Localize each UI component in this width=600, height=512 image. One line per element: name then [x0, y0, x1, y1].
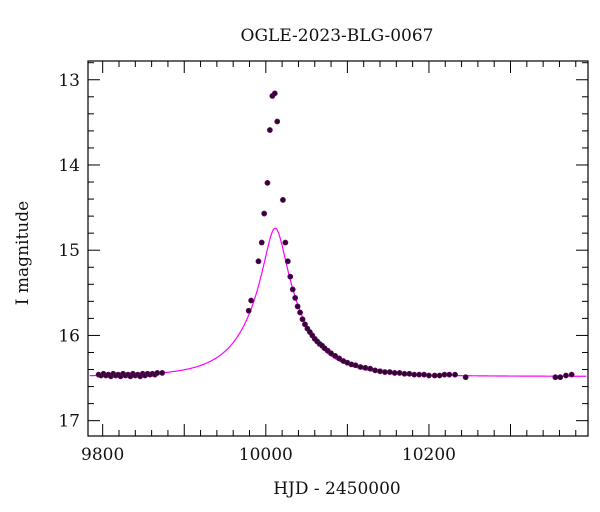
data-point	[462, 374, 469, 381]
y-tick-label: 16	[58, 326, 80, 346]
plot-area: 9800 10000 10200 13 14 15 16 17	[58, 60, 589, 465]
data-point	[299, 316, 306, 323]
x-tick-label: 9800	[81, 445, 124, 465]
data-point	[357, 364, 364, 370]
data-point	[264, 179, 271, 186]
data-point	[411, 371, 418, 378]
chart-title: OGLE-2023-BLG-0067	[241, 26, 434, 46]
data-point	[431, 372, 438, 379]
data-point	[245, 307, 252, 314]
data-point	[159, 370, 166, 376]
y-axis-label: I magnitude	[13, 201, 33, 305]
data-point	[352, 362, 359, 369]
x-tick-label: 10200	[402, 445, 456, 465]
data-point	[362, 364, 369, 371]
data-point	[446, 371, 453, 378]
data-point	[568, 371, 575, 378]
data-point	[297, 309, 303, 316]
data-point	[328, 350, 334, 357]
data-point	[416, 371, 423, 378]
data-point	[421, 371, 427, 378]
y-tick-label: 15	[58, 241, 80, 261]
data-point	[271, 90, 278, 97]
data-point	[287, 273, 294, 280]
data-point	[292, 295, 299, 301]
data-point	[391, 370, 398, 376]
data-point	[255, 258, 262, 265]
data-point	[372, 367, 379, 374]
data-point	[552, 374, 559, 381]
data-point	[396, 370, 403, 376]
model-curve	[89, 227, 587, 377]
data-point	[282, 239, 289, 246]
data-point	[261, 210, 268, 217]
y-tick-label: 17	[58, 412, 80, 432]
data-point	[284, 258, 291, 265]
data-point	[406, 370, 413, 377]
data-point	[441, 371, 448, 378]
data-point	[386, 369, 393, 375]
data-point	[294, 303, 301, 310]
x-tick-label: 10000	[239, 445, 293, 465]
data-point	[302, 321, 308, 328]
data-point	[266, 127, 273, 133]
data-point	[367, 365, 374, 372]
data-point	[377, 368, 383, 375]
data-point	[258, 239, 265, 246]
data-point	[332, 352, 339, 359]
data-point	[401, 370, 408, 377]
data-point	[563, 372, 569, 379]
data-point	[452, 371, 458, 378]
data-point	[382, 369, 388, 375]
data-point	[289, 286, 296, 293]
data-point	[557, 374, 564, 381]
data-point	[280, 197, 286, 203]
y-tick-label: 14	[58, 156, 80, 176]
data-point	[426, 372, 432, 379]
x-axis-label: HJD - 2450000	[273, 479, 401, 499]
y-tick-label: 13	[58, 71, 80, 91]
data-point	[248, 297, 255, 304]
data-point	[336, 355, 343, 362]
data-point	[436, 372, 443, 379]
plot-frame	[87, 60, 589, 437]
data-point	[154, 370, 161, 376]
data-point	[274, 118, 281, 125]
